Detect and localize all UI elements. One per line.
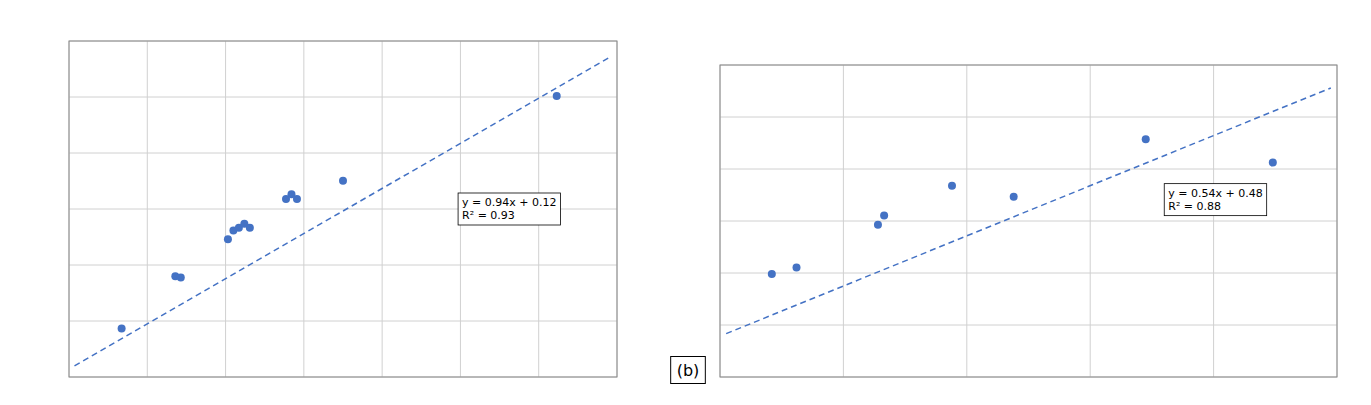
marks bbox=[726, 88, 1331, 334]
grid bbox=[69, 41, 617, 377]
grid-line-y bbox=[69, 153, 617, 154]
grid-line-y bbox=[69, 265, 617, 266]
annotation-box bbox=[458, 193, 560, 225]
scatter-point bbox=[246, 224, 254, 232]
grid-line-y bbox=[69, 321, 617, 322]
panel-label: (b) bbox=[671, 357, 706, 384]
plot-frame bbox=[69, 41, 617, 377]
plot-frame bbox=[720, 65, 1337, 377]
panel-label-text: (b) bbox=[677, 361, 700, 380]
grid-line-y bbox=[720, 117, 1337, 118]
grid-line-y bbox=[720, 169, 1337, 170]
plot-background bbox=[69, 41, 617, 377]
grid-line-y bbox=[69, 97, 617, 98]
scatter-point bbox=[118, 325, 126, 333]
trend-line bbox=[726, 88, 1331, 334]
scatter-point bbox=[293, 195, 301, 203]
panel: y = 0.94x + 0.12R² = 0.93 bbox=[69, 41, 617, 377]
scatter-point bbox=[874, 221, 882, 229]
scatter-point bbox=[224, 235, 232, 243]
scatter-point bbox=[177, 274, 185, 282]
grid-line-y bbox=[720, 221, 1337, 222]
scatter-point bbox=[1142, 135, 1150, 143]
annotation-text: R² = 0.93 bbox=[462, 209, 515, 222]
grid-line-y bbox=[720, 273, 1337, 274]
scatter-point bbox=[553, 92, 561, 100]
annotation: y = 0.94x + 0.12R² = 0.93 bbox=[458, 193, 560, 225]
annotation-box bbox=[1164, 184, 1266, 216]
panel: y = 0.54x + 0.48R² = 0.88 bbox=[720, 65, 1337, 377]
chart-root: y = 0.94x + 0.12R² = 0.93 y = 0.54x + 0.4… bbox=[0, 0, 1371, 405]
scatter-point bbox=[1010, 193, 1018, 201]
grid bbox=[720, 65, 1337, 377]
trend-line bbox=[74, 56, 611, 366]
panel-label-box bbox=[671, 357, 706, 384]
annotation-text: y = 0.54x + 0.48 bbox=[1168, 187, 1262, 200]
annotation-text: R² = 0.88 bbox=[1168, 200, 1221, 213]
scatter-point bbox=[793, 263, 801, 271]
scatter-point bbox=[768, 270, 776, 278]
scatter-point bbox=[880, 211, 888, 219]
marks bbox=[74, 56, 611, 366]
grid-line-y bbox=[720, 325, 1337, 326]
plot-background bbox=[720, 65, 1337, 377]
scatter-point bbox=[948, 182, 956, 190]
annotation: y = 0.54x + 0.48R² = 0.88 bbox=[1164, 184, 1266, 216]
scatter-point bbox=[339, 177, 347, 185]
annotation-text: y = 0.94x + 0.12 bbox=[462, 196, 556, 209]
scatter-point bbox=[1269, 159, 1277, 167]
